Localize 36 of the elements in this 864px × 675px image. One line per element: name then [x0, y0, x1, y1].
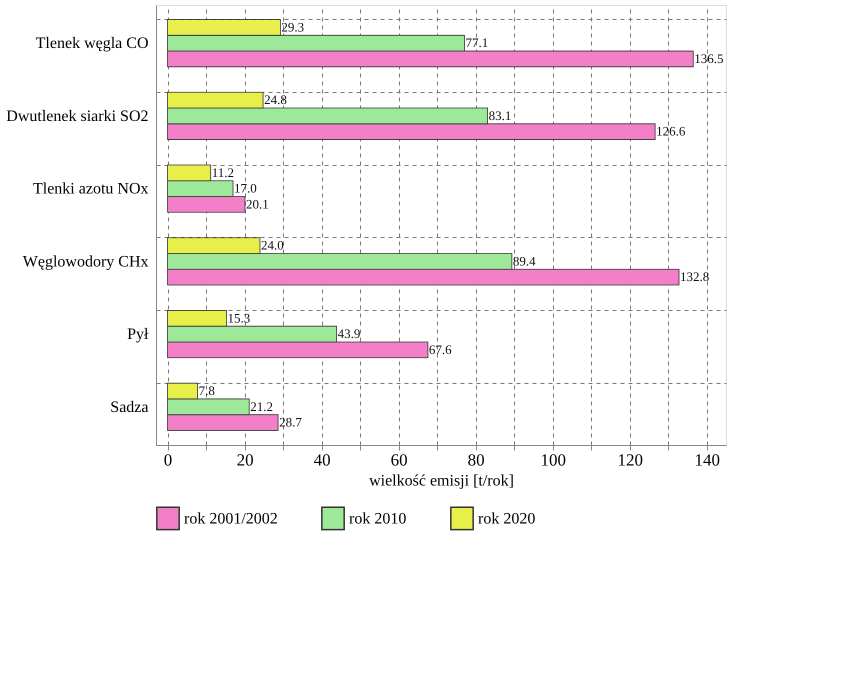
x-tick-label: 100 [540, 450, 566, 470]
x-tick-label: 0 [164, 450, 172, 470]
data-label: 21.2 [250, 398, 273, 414]
data-label: 43.9 [338, 326, 360, 342]
x-axis-title: wielkość emisji [t/rok] [369, 472, 514, 490]
x-tick-label: 40 [314, 450, 331, 470]
y-tick-label: Dwutlenek siarki SO2 [6, 108, 148, 125]
x-tick-label: 80 [468, 450, 485, 470]
data-label: 67.6 [428, 342, 452, 357]
x-tick-label: 60 [390, 450, 408, 470]
data-label: 20.1 [246, 196, 269, 212]
x-tick-label: 120 [617, 450, 643, 470]
legend-label: rok 2010 [349, 510, 406, 528]
y-tick-label: Tlenki azotu NOx [32, 180, 148, 198]
data-label: 17.0 [234, 180, 257, 196]
data-label: 24.8 [264, 92, 287, 108]
data-label: 28.7 [279, 414, 302, 430]
data-label: 126.6 [656, 124, 686, 139]
legend-label: rok 2020 [478, 510, 536, 528]
x-tick-label: 20 [236, 450, 254, 470]
data-label: 11.2 [212, 164, 234, 180]
x-tick-label: 140 [694, 450, 720, 470]
y-tick-label: Węglowodory CHx [22, 253, 148, 270]
data-label: 77.1 [465, 35, 488, 50]
legend-label: rok 2001/2002 [184, 510, 278, 528]
data-label: 24.0 [260, 238, 284, 253]
y-tick-label: Sadza [110, 398, 148, 416]
data-label: 15.3 [227, 310, 250, 326]
data-label: 132.8 [680, 269, 710, 284]
data-label: 89.4 [512, 253, 536, 268]
data-label: 29.3 [281, 19, 304, 34]
data-label: 136.5 [694, 50, 724, 66]
data-label: 7.8 [198, 383, 215, 398]
data-label: 83.1 [488, 108, 512, 123]
y-tick-label: Pył [127, 326, 150, 344]
y-tick-label: Tlenek węgla CO [36, 35, 148, 52]
